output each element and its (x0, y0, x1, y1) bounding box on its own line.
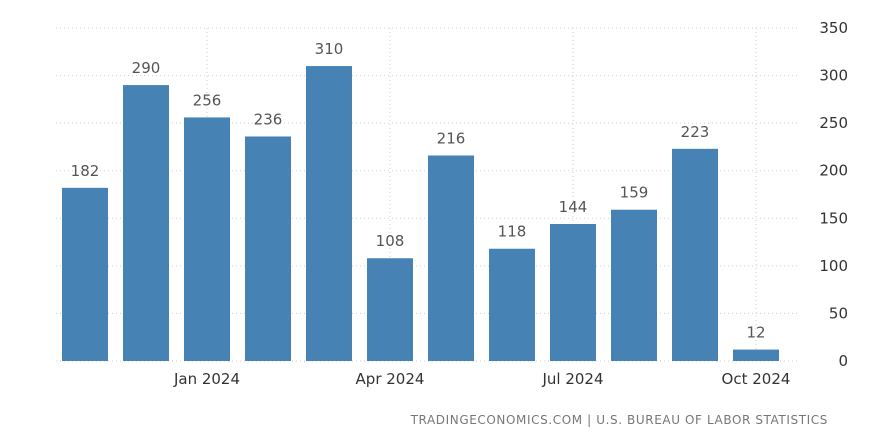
bar (611, 209, 657, 361)
bars (62, 66, 779, 362)
data-label: 159 (620, 184, 649, 202)
data-label: 223 (681, 123, 710, 141)
data-label: 290 (132, 59, 161, 77)
y-tick-label: 300 (819, 67, 848, 85)
y-tick-label: 150 (819, 209, 848, 227)
data-label: 256 (193, 91, 222, 109)
data-label: 118 (498, 223, 527, 241)
x-tick-label: Apr 2024 (356, 370, 425, 388)
bar (672, 148, 718, 361)
bar (428, 155, 474, 361)
x-tick-label: Jan 2024 (173, 370, 240, 388)
bar (184, 117, 230, 361)
y-tick-label: 250 (819, 114, 848, 132)
y-tick-label: 0 (838, 352, 848, 370)
data-label: 310 (315, 40, 344, 58)
y-axis: 0 50 100 150 200 250 300 350 (819, 19, 848, 370)
bar (306, 66, 352, 362)
data-label: 236 (254, 110, 283, 128)
y-tick-label: 100 (819, 257, 848, 275)
x-tick-label: Oct 2024 (722, 370, 791, 388)
bar (62, 187, 108, 361)
data-label: 216 (437, 129, 466, 147)
data-labels: 182 290 256 236 310 108 216 118 144 159 223 12 (71, 40, 766, 342)
data-label: 182 (71, 162, 100, 180)
y-tick-label: 350 (819, 19, 848, 37)
bar (123, 85, 169, 361)
x-tick-label: Jul 2024 (541, 370, 603, 388)
data-label: 108 (376, 232, 405, 250)
y-tick-label: 200 (819, 162, 848, 180)
data-label: 12 (746, 324, 765, 342)
data-label: 144 (559, 198, 588, 216)
x-axis: Jan 2024 Apr 2024 Jul 2024 Oct 2024 (173, 370, 790, 388)
bar (367, 258, 413, 361)
bar (489, 248, 535, 361)
bar (245, 136, 291, 361)
source-attribution: TRADINGECONOMICS.COM | U.S. BUREAU OF LA… (410, 413, 828, 427)
bar (733, 349, 779, 361)
bar (550, 223, 596, 361)
y-tick-label: 50 (829, 304, 848, 322)
